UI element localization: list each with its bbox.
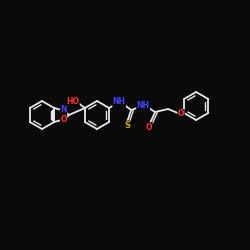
Text: O: O <box>178 110 184 118</box>
Text: O: O <box>60 116 67 124</box>
Text: NH: NH <box>136 100 149 110</box>
Text: N: N <box>60 106 67 114</box>
Text: NH: NH <box>112 98 126 106</box>
Text: S: S <box>124 121 130 130</box>
Text: O: O <box>146 122 152 132</box>
Text: HO: HO <box>66 96 80 106</box>
